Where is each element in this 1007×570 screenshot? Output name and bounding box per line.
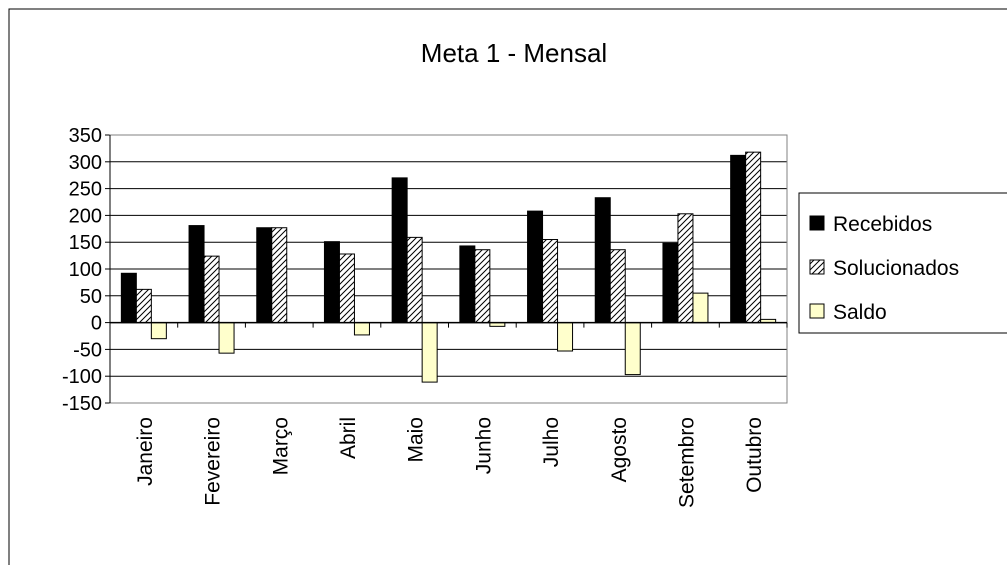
x-tick-label: Fevereiro — [202, 417, 225, 506]
bar-solucionados-9 — [745, 151, 762, 324]
bar-solucionados-8 — [677, 213, 694, 324]
bar-saldo-7 — [624, 322, 641, 376]
x-tick-label: Outubro — [743, 417, 766, 493]
bar-recebidos-9 — [730, 154, 747, 324]
x-tick-label: Agosto — [608, 417, 631, 482]
legend-swatch-solucionados — [809, 259, 825, 275]
x-tick-label: Julho — [540, 417, 563, 467]
y-tick-label: 100 — [69, 259, 102, 281]
x-tick-label: Janeiro — [134, 417, 157, 486]
bar-recebidos-8 — [662, 242, 679, 324]
bar-saldo-0 — [150, 322, 167, 340]
bar-recebidos-0 — [120, 272, 137, 324]
y-tick-label: 250 — [69, 179, 102, 201]
legend-swatch-saldo — [809, 303, 825, 319]
bar-recebidos-1 — [188, 225, 205, 324]
legend-label-recebidos: Recebidos — [833, 213, 932, 236]
legend-box — [798, 192, 1007, 334]
y-tick-label: -100 — [62, 366, 102, 388]
chart-title: Meta 1 - Mensal — [421, 38, 607, 68]
bar-recebidos-2 — [256, 227, 273, 324]
legend: Recebidos Solucionados Saldo — [798, 192, 1007, 334]
legend-swatch-recebidos — [809, 215, 825, 231]
bar-recebidos-3 — [323, 241, 340, 324]
y-tick-label: 0 — [91, 313, 102, 335]
x-tick-label: Junho — [472, 417, 495, 474]
x-tick-label: Maio — [405, 417, 428, 463]
bar-saldo-8 — [692, 292, 709, 324]
bar-saldo-6 — [557, 322, 574, 352]
y-tick-label: -150 — [62, 393, 102, 415]
y-tick-label: 200 — [69, 205, 102, 227]
y-tick-label: 350 — [69, 125, 102, 147]
bar-solucionados-6 — [542, 239, 559, 324]
bar-solucionados-5 — [474, 249, 491, 324]
legend-label-saldo: Saldo — [833, 301, 887, 324]
y-tick-label: 300 — [69, 152, 102, 174]
bar-saldo-3 — [353, 322, 370, 336]
bar-solucionados-2 — [271, 227, 288, 324]
bar-recebidos-6 — [527, 210, 544, 324]
x-tick-label: Abril — [337, 417, 360, 459]
bar-recebidos-7 — [594, 197, 611, 324]
bar-solucionados-7 — [609, 249, 626, 324]
bar-solucionados-0 — [135, 288, 152, 324]
y-tick-label: 150 — [69, 232, 102, 254]
bar-solucionados-4 — [406, 236, 423, 324]
plot-area: -150 -100 -50 0 50 100 150 200 250 300 350 Janeiro F… — [62, 125, 788, 508]
x-tick-label: Setembro — [675, 417, 698, 508]
y-tick-label: -50 — [73, 339, 102, 361]
y-tick-label: 50 — [80, 286, 102, 308]
bar-saldo-4 — [421, 322, 438, 383]
legend-label-solucionados: Solucionados — [833, 257, 959, 280]
bar-recebidos-5 — [459, 245, 476, 324]
bar-solucionados-3 — [338, 253, 355, 324]
bar-solucionados-1 — [203, 255, 220, 324]
bar-saldo-1 — [218, 322, 235, 354]
bar-recebidos-4 — [391, 177, 408, 324]
x-tick-label: Março — [269, 417, 292, 475]
